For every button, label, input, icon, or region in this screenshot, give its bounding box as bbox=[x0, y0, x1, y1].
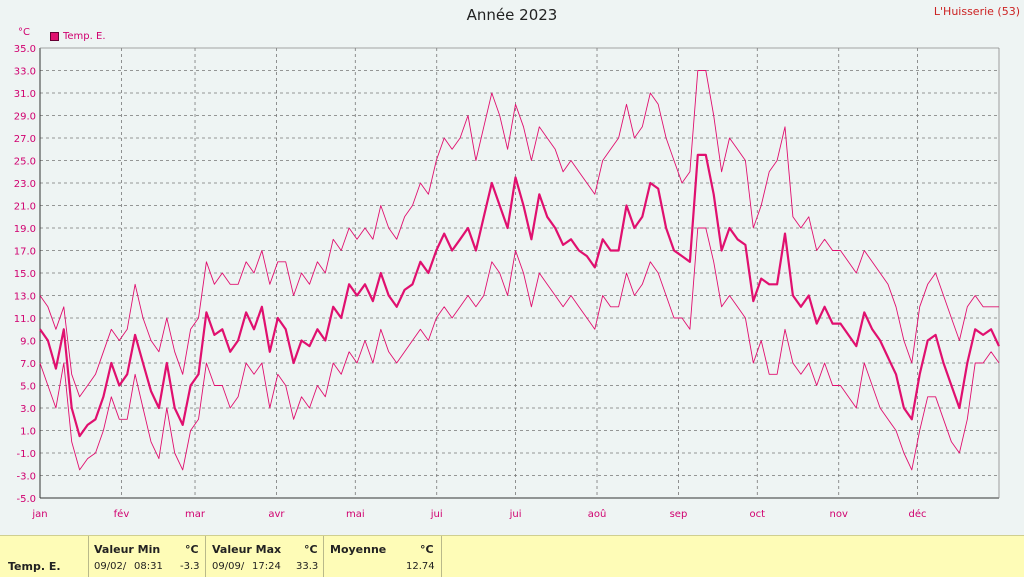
y-tick-label: 35.0 bbox=[14, 44, 36, 55]
x-tick-label: jui bbox=[509, 509, 522, 520]
y-tick-label: 5.0 bbox=[20, 382, 36, 393]
max-header: Valeur Max bbox=[212, 543, 282, 556]
y-tick-label: 19.0 bbox=[14, 224, 36, 235]
min-header: Valeur Min bbox=[94, 543, 161, 556]
x-tick-label: aoû bbox=[588, 508, 607, 520]
y-tick-label: 7.0 bbox=[20, 359, 36, 370]
x-tick-label: sep bbox=[670, 509, 688, 520]
y-tick-label: 11.0 bbox=[14, 314, 36, 325]
stats-footer: Temp. E. Valeur Min °C 09/02/ 08:31 -3.3… bbox=[0, 535, 1024, 577]
y-tick-label: 9.0 bbox=[20, 337, 36, 348]
footer-separator bbox=[88, 536, 89, 577]
footer-separator bbox=[323, 536, 324, 577]
y-tick-label: 13.0 bbox=[14, 292, 36, 303]
mean-header: Moyenne bbox=[330, 543, 387, 556]
mean-value: 12.74 bbox=[406, 561, 435, 572]
max-value: 33.3 bbox=[296, 561, 319, 572]
x-tick-label: mai bbox=[346, 509, 365, 520]
footer-separator bbox=[441, 536, 442, 577]
y-tick-label: 23.0 bbox=[14, 179, 36, 190]
x-tick-label: fév bbox=[114, 508, 130, 520]
min-time: 08:31 bbox=[134, 561, 163, 572]
series-line-envelope bbox=[39, 227, 1000, 471]
y-tick-label: 15.0 bbox=[14, 269, 36, 280]
y-tick-label: 29.0 bbox=[14, 112, 36, 123]
footer-separator bbox=[205, 536, 206, 577]
y-tick-label: 27.0 bbox=[14, 134, 36, 145]
footer-series-label: Temp. E. bbox=[8, 560, 61, 573]
location-label: L'Huisserie (53) bbox=[933, 5, 1020, 18]
y-tick-label: 3.0 bbox=[20, 404, 36, 415]
legend-label: Temp. E. bbox=[63, 31, 106, 42]
min-unit: °C bbox=[185, 543, 199, 556]
series-line-main bbox=[39, 153, 1000, 438]
x-tick-label: jan bbox=[31, 509, 47, 520]
y-tick-label: -1.0 bbox=[16, 449, 36, 460]
min-value: -3.3 bbox=[180, 561, 200, 572]
x-tick-label: mar bbox=[185, 509, 206, 520]
y-tick-label: 17.0 bbox=[14, 247, 36, 258]
y-tick-label: 31.0 bbox=[14, 89, 36, 100]
y-tick-label: 33.0 bbox=[14, 67, 36, 78]
x-tick-label: déc bbox=[909, 508, 927, 520]
chart-area: -5.0 -3.0 -1.0 1.0 3.0 5.0 7.0 9.0 11.0 13.0 15.0 1… bbox=[14, 44, 1000, 520]
y-tick-label: -5.0 bbox=[16, 494, 36, 505]
y-axis-unit: °C bbox=[18, 27, 30, 38]
y-tick-label: -3.0 bbox=[16, 472, 36, 483]
x-tick-label: avr bbox=[268, 509, 285, 520]
legend: Temp. E. bbox=[50, 31, 106, 42]
max-time: 17:24 bbox=[252, 561, 281, 572]
max-date: 09/09/ bbox=[212, 561, 245, 572]
max-unit: °C bbox=[304, 543, 318, 556]
x-tick-label: nov bbox=[830, 509, 848, 520]
min-date: 09/02/ bbox=[94, 561, 127, 572]
legend-swatch bbox=[50, 32, 59, 41]
series-line-envelope bbox=[39, 70, 999, 398]
x-tick-label: oct bbox=[750, 509, 766, 520]
y-tick-label: 1.0 bbox=[20, 427, 36, 438]
mean-unit: °C bbox=[420, 543, 434, 556]
y-tick-label: 21.0 bbox=[14, 202, 36, 213]
chart-title: Année 2023 bbox=[466, 6, 558, 24]
y-tick-label: 25.0 bbox=[14, 157, 36, 168]
x-tick-label: jui bbox=[430, 509, 443, 520]
